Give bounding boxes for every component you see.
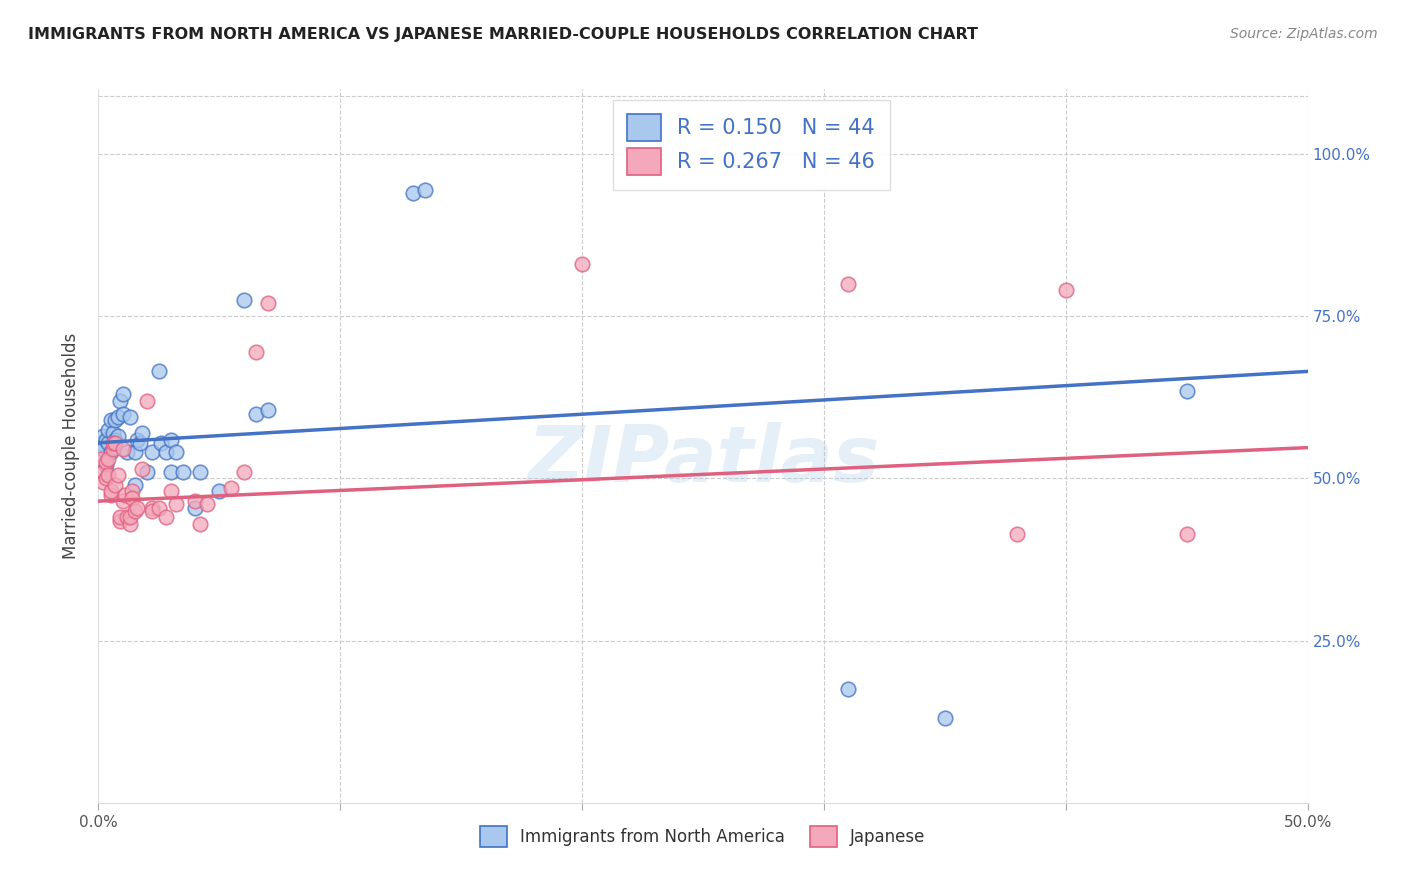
Point xyxy=(155,445,177,459)
Point xyxy=(232,465,254,479)
Point xyxy=(184,500,207,515)
Point xyxy=(141,500,163,515)
Point xyxy=(121,484,143,499)
Point xyxy=(94,458,117,473)
Point xyxy=(111,407,134,421)
Point xyxy=(165,497,187,511)
Point xyxy=(90,452,112,467)
Point xyxy=(114,488,136,502)
Point xyxy=(111,494,134,508)
Point xyxy=(837,277,859,291)
Point xyxy=(107,429,129,443)
Point xyxy=(91,442,114,457)
Point xyxy=(100,484,122,499)
Point xyxy=(100,488,122,502)
Y-axis label: Married-couple Households: Married-couple Households xyxy=(62,333,80,559)
Point xyxy=(124,478,146,492)
Point xyxy=(402,186,425,200)
Point xyxy=(165,445,187,459)
Point xyxy=(160,433,183,447)
Point xyxy=(108,510,131,524)
Point xyxy=(141,445,163,459)
Point xyxy=(135,393,157,408)
Point xyxy=(107,409,129,424)
Point xyxy=(104,435,127,450)
Point xyxy=(97,452,120,467)
Point xyxy=(208,484,231,499)
Point xyxy=(101,435,124,450)
Text: IMMIGRANTS FROM NORTH AMERICA VS JAPANESE MARRIED-COUPLE HOUSEHOLDS CORRELATION : IMMIGRANTS FROM NORTH AMERICA VS JAPANES… xyxy=(28,27,979,42)
Point xyxy=(172,465,194,479)
Point xyxy=(131,461,153,475)
Point xyxy=(97,468,120,483)
Point xyxy=(94,433,117,447)
Point xyxy=(118,510,141,524)
Point xyxy=(128,435,150,450)
Point xyxy=(256,296,278,310)
Point xyxy=(100,413,122,427)
Point xyxy=(118,516,141,531)
Point xyxy=(107,468,129,483)
Point xyxy=(94,471,117,485)
Point xyxy=(141,504,163,518)
Point xyxy=(127,500,149,515)
Point xyxy=(413,183,436,197)
Point xyxy=(108,393,131,408)
Point xyxy=(1007,526,1029,541)
Point xyxy=(97,423,120,437)
Point xyxy=(1054,283,1077,297)
Point xyxy=(124,445,146,459)
Point xyxy=(104,478,127,492)
Point xyxy=(195,497,218,511)
Point xyxy=(101,425,124,440)
Point xyxy=(111,387,134,401)
Point xyxy=(91,465,114,479)
Point xyxy=(934,711,956,725)
Point xyxy=(837,682,859,697)
Text: ZIPatlas: ZIPatlas xyxy=(527,422,879,499)
Point xyxy=(1175,384,1198,398)
Point xyxy=(117,510,139,524)
Point xyxy=(160,465,183,479)
Point xyxy=(97,435,120,450)
Text: Source: ZipAtlas.com: Source: ZipAtlas.com xyxy=(1230,27,1378,41)
Point xyxy=(131,425,153,440)
Point xyxy=(118,409,141,424)
Point xyxy=(245,407,267,421)
Point xyxy=(127,433,149,447)
Point xyxy=(148,500,170,515)
Point xyxy=(150,435,173,450)
Point xyxy=(124,504,146,518)
Legend: Immigrants from North America, Japanese: Immigrants from North America, Japanese xyxy=(468,814,938,859)
Point xyxy=(221,481,243,495)
Point xyxy=(111,442,134,457)
Point xyxy=(104,413,127,427)
Point xyxy=(90,435,112,450)
Point xyxy=(104,433,127,447)
Point xyxy=(101,442,124,457)
Point xyxy=(100,445,122,459)
Point xyxy=(184,494,207,508)
Point xyxy=(571,257,593,271)
Point xyxy=(148,364,170,378)
Point xyxy=(1175,526,1198,541)
Point xyxy=(94,455,117,469)
Point xyxy=(91,429,114,443)
Point xyxy=(160,484,183,499)
Point xyxy=(245,345,267,359)
Point xyxy=(135,465,157,479)
Point xyxy=(232,293,254,307)
Point xyxy=(121,491,143,505)
Point xyxy=(108,514,131,528)
Point xyxy=(117,445,139,459)
Point xyxy=(155,510,177,524)
Point xyxy=(91,475,114,489)
Point xyxy=(188,465,211,479)
Point xyxy=(188,516,211,531)
Point xyxy=(256,403,278,417)
